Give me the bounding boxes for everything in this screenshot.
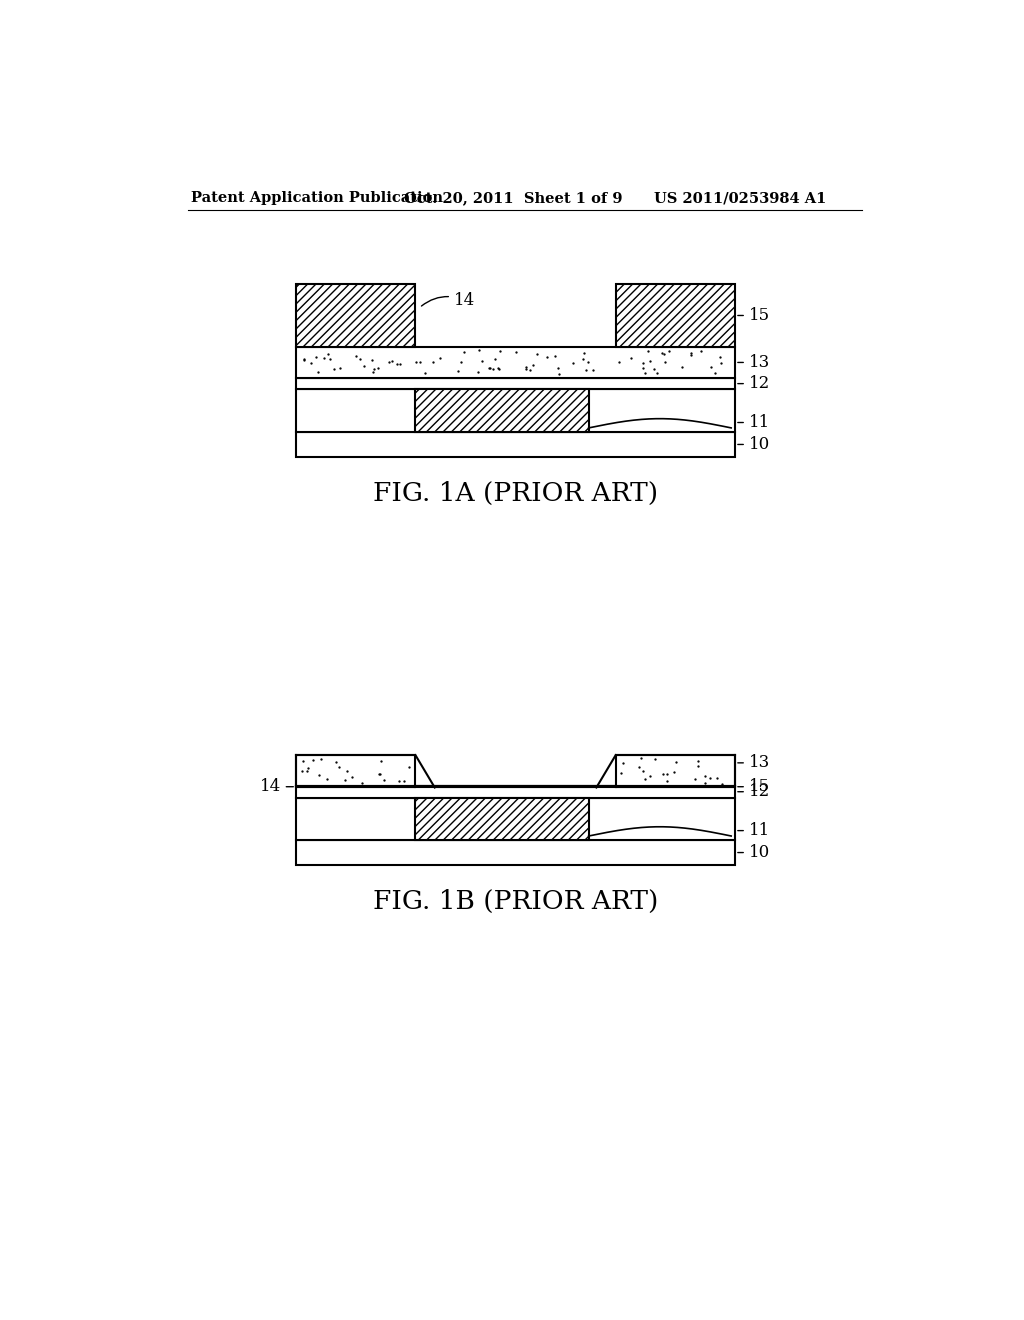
Bar — [296, 785, 735, 797]
Text: US 2011/0253984 A1: US 2011/0253984 A1 — [654, 191, 826, 206]
Text: 11: 11 — [737, 822, 770, 840]
Text: 15: 15 — [737, 779, 770, 795]
Text: 12: 12 — [737, 783, 770, 800]
Text: 13: 13 — [737, 754, 770, 771]
Bar — [416, 797, 589, 840]
Bar — [416, 389, 589, 432]
Bar — [615, 755, 735, 788]
Bar — [296, 840, 735, 866]
Text: FIG. 1A (PRIOR ART): FIG. 1A (PRIOR ART) — [373, 480, 658, 506]
Bar — [296, 797, 735, 840]
Text: Oct. 20, 2011  Sheet 1 of 9: Oct. 20, 2011 Sheet 1 of 9 — [403, 191, 623, 206]
Text: 11: 11 — [737, 414, 770, 432]
Bar — [296, 389, 735, 432]
Bar — [296, 378, 735, 389]
Text: 14: 14 — [422, 292, 475, 309]
Text: 10: 10 — [737, 436, 770, 453]
Text: FIG. 1B (PRIOR ART): FIG. 1B (PRIOR ART) — [373, 888, 658, 913]
Text: Patent Application Publication: Patent Application Publication — [190, 191, 442, 206]
Text: 13: 13 — [737, 354, 770, 371]
Bar — [615, 284, 735, 347]
Text: 10: 10 — [737, 843, 770, 861]
Bar — [296, 785, 416, 788]
Bar — [296, 284, 416, 347]
Bar — [296, 755, 416, 788]
Bar — [416, 785, 615, 788]
Text: 14: 14 — [259, 779, 293, 795]
Text: 15: 15 — [737, 308, 770, 323]
Bar — [615, 785, 735, 788]
Bar — [296, 347, 735, 378]
Text: 12: 12 — [737, 375, 770, 392]
Bar — [296, 432, 735, 457]
